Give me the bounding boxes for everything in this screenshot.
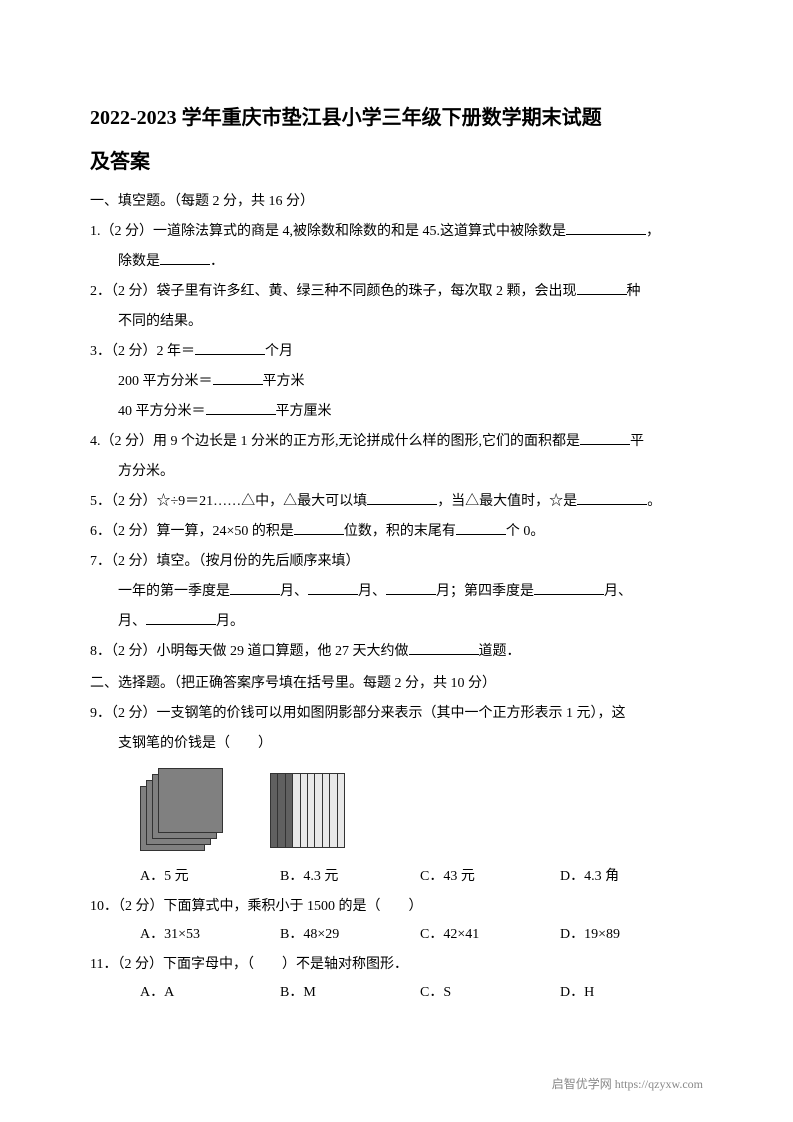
exam-title-line2: 及答案 [90, 144, 703, 180]
q4-text-a: 4.（2 分）用 9 个边长是 1 分米的正方形,无论拼成什么样的图形,它们的面… [90, 434, 580, 449]
q2-text-b: 种 [627, 284, 641, 299]
q4-text-c: 方分米。 [118, 464, 174, 479]
option-a[interactable]: A．5 元 [140, 863, 280, 891]
option-a[interactable]: A．31×53 [140, 921, 280, 949]
q3-text-b: 个月 [265, 344, 293, 359]
q2-text-c: 不同的结果。 [118, 314, 202, 329]
blank[interactable] [409, 641, 479, 655]
option-d[interactable]: D．4.3 角 [560, 863, 700, 891]
question-5: 5．（2 分）☆÷9＝21……△中，△最大可以填 ，当△最大值时，☆是 。 [90, 488, 703, 516]
striped-square-icon [270, 773, 345, 848]
option-c[interactable]: C．S [420, 979, 560, 1007]
page-footer: 启智优学网 https://qzyxw.com [552, 1075, 703, 1092]
q3-text-a: 3．（2 分）2 年＝ [90, 344, 195, 359]
option-c[interactable]: C．43 元 [420, 863, 560, 891]
question-11-options: A．A B．M C．S D．H [90, 979, 703, 1007]
q7-text-b: 一年的第一季度是 [118, 584, 230, 599]
q5-text-a: 5．（2 分）☆÷9＝21……△中，△最大可以填 [90, 494, 367, 509]
question-6: 6．（2 分）算一算，24×50 的积是 位数，积的末尾有 个 0。 [90, 518, 703, 546]
q6-text-a: 6．（2 分）算一算，24×50 的积是 [90, 524, 294, 539]
q7-text-c: 月、 [280, 584, 308, 599]
q1-text-d: ． [210, 254, 224, 269]
q7-text-g: 月、 [118, 614, 146, 629]
blank[interactable] [213, 371, 263, 385]
question-4: 4.（2 分）用 9 个边长是 1 分米的正方形,无论拼成什么样的图形,它们的面… [90, 428, 703, 456]
question-9: 9．（2 分）一支钢笔的价钱可以用如图阴影部分来表示（其中一个正方形表示 1 元… [90, 700, 703, 728]
q7-text-a: 7．（2 分）填空。（按月份的先后顺序来填） [90, 554, 360, 569]
q5-text-b: ，当△最大值时，☆是 [437, 494, 577, 509]
question-3b: 200 平方分米＝ 平方米 [90, 368, 703, 396]
question-9-cont: 支钢笔的价钱是（ ） [90, 730, 703, 758]
section-2-header: 二、选择题。（把正确答案序号填在括号里。每题 2 分，共 10 分） [90, 670, 703, 698]
q1-text-b: ， [646, 224, 660, 239]
blank[interactable] [160, 251, 210, 265]
blank[interactable] [456, 521, 506, 535]
section-1-header: 一、填空题。（每题 2 分，共 16 分） [90, 188, 703, 216]
q3-text-e: 40 平方分米＝ [118, 404, 206, 419]
question-7-cont: 一年的第一季度是 月、 月、 月；第四季度是 月、 [90, 578, 703, 606]
question-1-cont: 除数是 ． [90, 248, 703, 276]
question-7: 7．（2 分）填空。（按月份的先后顺序来填） [90, 548, 703, 576]
q7-text-f: 月、 [604, 584, 632, 599]
option-d[interactable]: D．H [560, 979, 700, 1007]
q1-text-a: 1.（2 分）一道除法算式的商是 4,被除数和除数的和是 45.这道算式中被除数… [90, 224, 566, 239]
exam-title-line1: 2022-2023 学年重庆市垫江县小学三年级下册数学期末试题 [90, 100, 703, 136]
question-4-cont: 方分米。 [90, 458, 703, 486]
question-9-figure [90, 768, 703, 853]
blank[interactable] [206, 401, 276, 415]
blank[interactable] [294, 521, 344, 535]
q4-text-b: 平 [630, 434, 644, 449]
q1-text-c: 除数是 [118, 254, 160, 269]
q2-text-a: 2．（2 分）袋子里有许多红、黄、绿三种不同颜色的珠子，每次取 2 颗，会出现 [90, 284, 577, 299]
option-d[interactable]: D．19×89 [560, 921, 700, 949]
option-b[interactable]: B．M [280, 979, 420, 1007]
question-1: 1.（2 分）一道除法算式的商是 4,被除数和除数的和是 45.这道算式中被除数… [90, 218, 703, 246]
q11-text-a: 11．（2 分）下面字母中，（ ）不是轴对称图形． [90, 957, 408, 972]
blank[interactable] [195, 341, 265, 355]
q7-text-d: 月、 [358, 584, 386, 599]
question-11: 11．（2 分）下面字母中，（ ）不是轴对称图形． [90, 951, 703, 979]
q9-text-b: 支钢笔的价钱是（ ） [118, 736, 272, 751]
blank[interactable] [577, 281, 627, 295]
q8-text-a: 8．（2 分）小明每天做 29 道口算题，他 27 天大约做 [90, 644, 409, 659]
q10-text-a: 10．（2 分）下面算式中，乘积小于 1500 的是（ ） [90, 899, 423, 914]
question-3a: 3．（2 分）2 年＝ 个月 [90, 338, 703, 366]
blank[interactable] [146, 611, 216, 625]
blank[interactable] [308, 581, 358, 595]
q5-text-c: 。 [647, 494, 661, 509]
option-b[interactable]: B．4.3 元 [280, 863, 420, 891]
q3-text-c: 200 平方分米＝ [118, 374, 213, 389]
q6-text-b: 位数，积的末尾有 [344, 524, 456, 539]
q9-text-a: 9．（2 分）一支钢笔的价钱可以用如图阴影部分来表示（其中一个正方形表示 1 元… [90, 706, 626, 721]
q6-text-c: 个 0。 [506, 524, 545, 539]
question-10: 10．（2 分）下面算式中，乘积小于 1500 的是（ ） [90, 893, 703, 921]
blank[interactable] [580, 431, 630, 445]
q7-text-e: 月；第四季度是 [436, 584, 534, 599]
stacked-squares-icon [140, 768, 230, 853]
q7-text-h: 月。 [216, 614, 244, 629]
q8-text-b: 道题． [479, 644, 521, 659]
blank[interactable] [566, 221, 646, 235]
question-3c: 40 平方分米＝ 平方厘米 [90, 398, 703, 426]
q3-text-f: 平方厘米 [276, 404, 332, 419]
blank[interactable] [386, 581, 436, 595]
option-b[interactable]: B．48×29 [280, 921, 420, 949]
question-9-options: A．5 元 B．4.3 元 C．43 元 D．4.3 角 [90, 863, 703, 891]
question-10-options: A．31×53 B．48×29 C．42×41 D．19×89 [90, 921, 703, 949]
blank[interactable] [534, 581, 604, 595]
option-c[interactable]: C．42×41 [420, 921, 560, 949]
blank[interactable] [577, 491, 647, 505]
question-7-cont2: 月、 月。 [90, 608, 703, 636]
question-2: 2．（2 分）袋子里有许多红、黄、绿三种不同颜色的珠子，每次取 2 颗，会出现 种 [90, 278, 703, 306]
question-2-cont: 不同的结果。 [90, 308, 703, 336]
blank[interactable] [230, 581, 280, 595]
blank[interactable] [367, 491, 437, 505]
question-8: 8．（2 分）小明每天做 29 道口算题，他 27 天大约做 道题． [90, 638, 703, 666]
option-a[interactable]: A．A [140, 979, 280, 1007]
q3-text-d: 平方米 [263, 374, 305, 389]
